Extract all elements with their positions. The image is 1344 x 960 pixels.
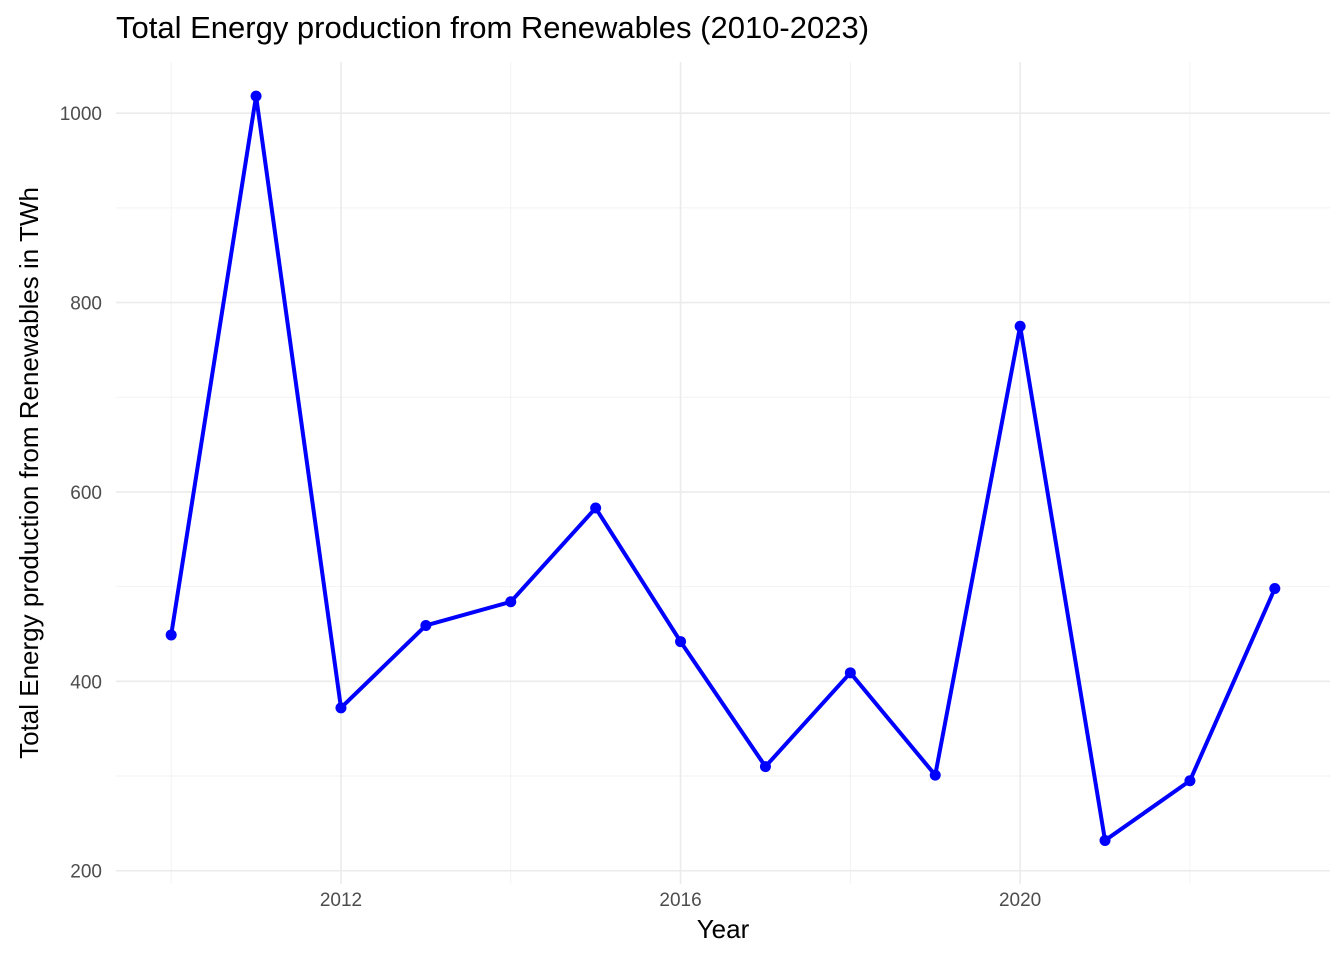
x-tick-label: 2020 xyxy=(999,890,1041,911)
major-gridlines xyxy=(116,62,1330,884)
data-point xyxy=(165,629,177,641)
y-tick-label: 1000 xyxy=(60,104,102,125)
x-axis-title: Year xyxy=(697,914,750,944)
y-tick-label: 800 xyxy=(70,294,102,315)
data-point xyxy=(590,502,602,514)
tick-labels: 200 400 600 800 1000 2012 2016 2020 xyxy=(60,104,1042,911)
data-point xyxy=(420,619,432,631)
data-point xyxy=(505,596,517,608)
data-point xyxy=(929,769,941,781)
data-point xyxy=(759,761,771,773)
x-tick-label: 2012 xyxy=(320,890,362,911)
data-point xyxy=(1099,834,1111,846)
y-axis-title: Total Energy production from Renewables … xyxy=(14,187,44,759)
minor-gridlines xyxy=(116,62,1330,884)
data-point xyxy=(1184,775,1196,787)
series-line xyxy=(169,94,1277,843)
data-point xyxy=(1269,583,1281,595)
data-point xyxy=(250,90,262,102)
data-point xyxy=(335,702,347,714)
y-tick-label: 400 xyxy=(70,672,102,693)
series-layer xyxy=(165,90,1281,846)
data-point xyxy=(675,636,687,648)
data-point xyxy=(844,667,856,679)
data-point xyxy=(1014,320,1026,332)
x-tick-label: 2016 xyxy=(659,890,701,911)
chart-title: Total Energy production from Renewables … xyxy=(116,10,870,45)
y-tick-label: 200 xyxy=(70,862,102,883)
y-tick-label: 600 xyxy=(70,483,102,504)
